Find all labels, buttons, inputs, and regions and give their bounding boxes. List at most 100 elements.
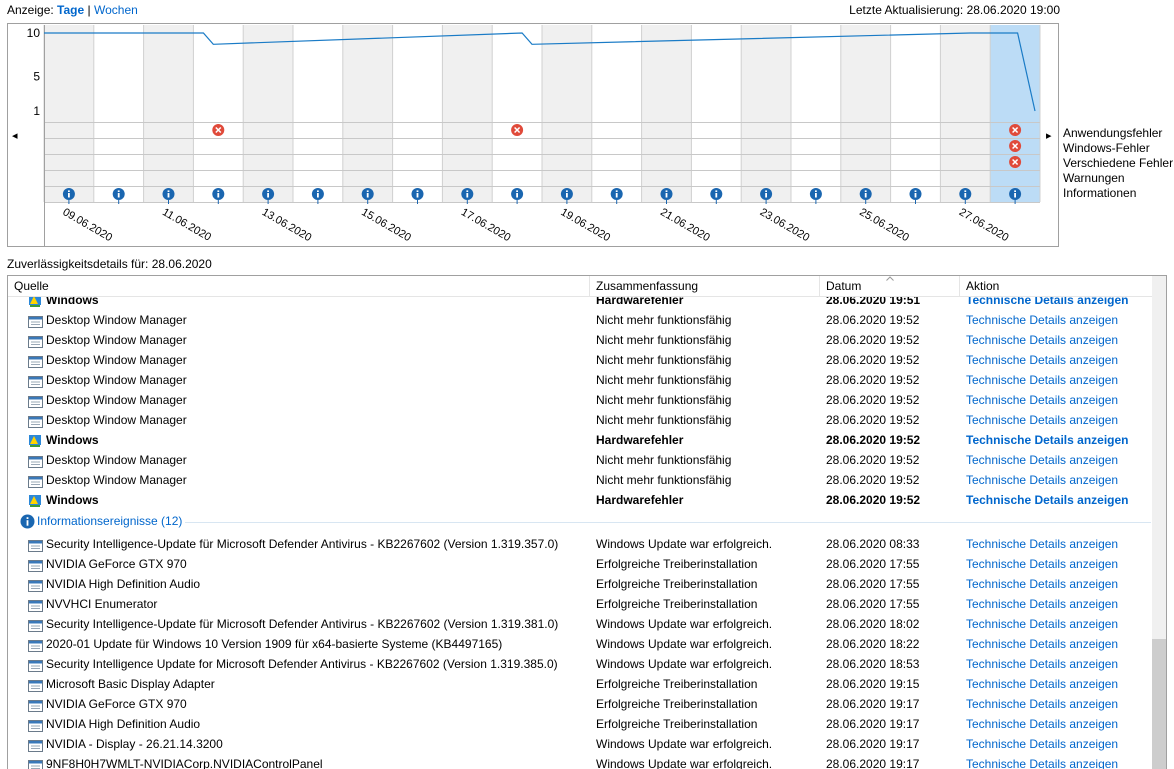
information-icon[interactable]	[112, 188, 125, 204]
table-row[interactable]: Security Intelligence-Update für Microso…	[8, 534, 1154, 554]
information-icon[interactable]	[162, 188, 175, 204]
day-column[interactable]	[791, 25, 841, 202]
table-row[interactable]: Security Intelligence-Update für Microso…	[8, 614, 1154, 634]
day-column[interactable]	[840, 25, 891, 202]
day-column[interactable]	[492, 25, 542, 202]
error-icon[interactable]	[1009, 140, 1022, 152]
technical-details-link[interactable]: Technische Details anzeigen	[966, 557, 1119, 571]
day-column[interactable]	[641, 25, 692, 202]
technical-details-link[interactable]: Technische Details anzeigen	[966, 393, 1119, 407]
table-row[interactable]: NVIDIA High Definition Audio Erfolgreiche…	[8, 714, 1154, 734]
table-row[interactable]: Desktop Window Manager Nicht mehr funktio…	[8, 370, 1154, 390]
information-icon[interactable]	[511, 188, 524, 204]
table-row[interactable]: Windows Hardwarefehler 28.06.2020 19:52 Tec…	[8, 490, 1154, 510]
day-column[interactable]	[940, 25, 991, 202]
day-column[interactable]	[44, 25, 94, 202]
day-column[interactable]	[293, 25, 343, 202]
day-column[interactable]	[243, 25, 293, 202]
information-icon[interactable]	[610, 188, 623, 204]
day-column[interactable]	[93, 25, 144, 202]
table-row[interactable]: NVIDIA High Definition Audio Erfolgreiche…	[8, 574, 1154, 594]
information-icon[interactable]	[760, 188, 773, 204]
scroll-right-arrow[interactable]: ▸	[1046, 129, 1052, 142]
error-icon[interactable]	[1009, 124, 1022, 136]
day-column[interactable]	[442, 25, 493, 202]
table-row[interactable]: NVIDIA GeForce GTX 970 Erfolgreiche Treib…	[8, 694, 1154, 714]
column-header-summary[interactable]: Zusammenfassung	[590, 276, 820, 296]
day-column[interactable]	[542, 25, 592, 202]
technical-details-link[interactable]: Technische Details anzeigen	[966, 717, 1119, 731]
information-icon[interactable]	[212, 188, 225, 204]
table-row[interactable]: Desktop Window Manager Nicht mehr funktio…	[8, 350, 1154, 370]
day-column[interactable]	[741, 25, 791, 202]
information-icon[interactable]	[710, 188, 723, 204]
day-column[interactable]	[143, 25, 194, 202]
technical-details-link[interactable]: Technische Details anzeigen	[966, 677, 1119, 691]
information-icon[interactable]	[62, 188, 75, 204]
error-icon[interactable]	[511, 124, 524, 136]
view-days-link[interactable]: Tage	[57, 3, 85, 17]
day-column[interactable]	[591, 25, 642, 202]
column-header-source[interactable]: Quelle	[8, 276, 590, 296]
technical-details-link[interactable]: Technische Details anzeigen	[966, 353, 1119, 367]
scrollbar-thumb[interactable]	[1152, 639, 1166, 769]
information-icon[interactable]	[262, 188, 275, 204]
information-icon[interactable]	[859, 188, 872, 204]
day-column[interactable]	[392, 25, 443, 202]
information-icon[interactable]	[660, 188, 673, 204]
table-row[interactable]: Desktop Window Manager Nicht mehr funktio…	[8, 390, 1154, 410]
column-header-action[interactable]: Aktion	[966, 279, 1000, 293]
table-row[interactable]: 9NF8H0H7WMLT-NVIDIACorp.NVIDIAControlPan…	[8, 754, 1154, 769]
technical-details-link[interactable]: Technische Details anzeigen	[966, 537, 1119, 551]
information-icon[interactable]	[959, 188, 972, 204]
technical-details-link[interactable]: Technische Details anzeigen	[966, 333, 1119, 347]
info-events-group-header[interactable]: Informationsereignisse (12)	[8, 510, 1154, 532]
technical-details-link[interactable]: Technische Details anzeigen	[966, 757, 1119, 769]
information-icon[interactable]	[361, 188, 374, 204]
information-icon[interactable]	[461, 188, 474, 204]
technical-details-link[interactable]: Technische Details anzeigen	[966, 313, 1119, 327]
column-header-date[interactable]: Datum	[820, 276, 960, 296]
reliability-chart[interactable]: 10 5 1 09.06.2020 11.06.2020 13.06.2020 15.06.…	[7, 23, 1059, 247]
information-icon[interactable]	[909, 188, 922, 204]
day-column[interactable]	[193, 25, 244, 202]
technical-details-link[interactable]: Technische Details anzeigen	[966, 433, 1129, 447]
day-column[interactable]	[342, 25, 393, 202]
table-scrollbar[interactable]	[1152, 276, 1166, 769]
table-row[interactable]: Security Intelligence Update for Microso…	[8, 654, 1154, 674]
table-row[interactable]: NVIDIA - Display - 26.21.14.3200 Windows …	[8, 734, 1154, 754]
technical-details-link[interactable]: Technische Details anzeigen	[966, 577, 1119, 591]
technical-details-link[interactable]: Technische Details anzeigen	[966, 597, 1119, 611]
table-row[interactable]: NVIDIA GeForce GTX 970 Erfolgreiche Treib…	[8, 554, 1154, 574]
table-row[interactable]: Desktop Window Manager Nicht mehr funktio…	[8, 450, 1154, 470]
day-column[interactable]	[990, 25, 1040, 202]
error-icon[interactable]	[212, 124, 225, 136]
technical-details-link[interactable]: Technische Details anzeigen	[966, 413, 1119, 427]
technical-details-link[interactable]: Technische Details anzeigen	[966, 637, 1119, 651]
scroll-left-arrow[interactable]: ◂	[12, 129, 18, 142]
table-row[interactable]: Desktop Window Manager Nicht mehr funktio…	[8, 310, 1154, 330]
table-row[interactable]: Desktop Window Manager Nicht mehr funktio…	[8, 410, 1154, 430]
information-icon[interactable]	[411, 188, 424, 204]
view-weeks-link[interactable]: Wochen	[93, 3, 138, 17]
table-row[interactable]: NVVHCI Enumerator Erfolgreiche Treiberins…	[8, 594, 1154, 614]
error-icon[interactable]	[1009, 156, 1022, 168]
information-icon[interactable]	[560, 188, 573, 204]
information-icon[interactable]	[1009, 188, 1022, 204]
information-icon[interactable]	[809, 188, 822, 204]
technical-details-link[interactable]: Technische Details anzeigen	[966, 737, 1119, 751]
technical-details-link[interactable]: Technische Details anzeigen	[966, 493, 1129, 507]
technical-details-link[interactable]: Technische Details anzeigen	[966, 697, 1119, 711]
information-icon[interactable]	[311, 188, 324, 204]
day-column[interactable]	[691, 25, 742, 202]
table-row[interactable]: Windows Hardwarefehler 28.06.2020 19:52 Tec…	[8, 430, 1154, 450]
table-row[interactable]: Desktop Window Manager Nicht mehr funktio…	[8, 330, 1154, 350]
technical-details-link[interactable]: Technische Details anzeigen	[966, 617, 1119, 631]
technical-details-link[interactable]: Technische Details anzeigen	[966, 453, 1119, 467]
table-row[interactable]: 2020-01 Update für Windows 10 Version 19…	[8, 634, 1154, 654]
technical-details-link[interactable]: Technische Details anzeigen	[966, 373, 1119, 387]
technical-details-link[interactable]: Technische Details anzeigen	[966, 657, 1119, 671]
table-row[interactable]: Microsoft Basic Display Adapter Erfolgrei…	[8, 674, 1154, 694]
table-row[interactable]: Desktop Window Manager Nicht mehr funktio…	[8, 470, 1154, 490]
day-column[interactable]	[890, 25, 941, 202]
